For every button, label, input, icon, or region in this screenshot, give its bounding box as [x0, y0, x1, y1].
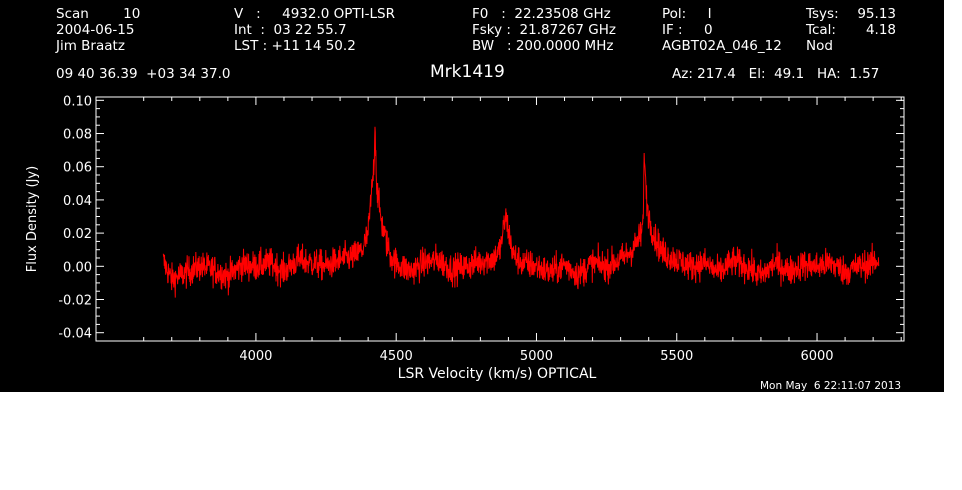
x-tick-label: 6000	[800, 349, 833, 364]
source-name: Mrk1419	[430, 62, 505, 82]
header-tsys-labels: Tsys: Tcal: Nod	[806, 6, 839, 54]
timestamp: Mon May 6 22:11:07 2013	[760, 380, 902, 392]
tcal-value: 4.18	[865, 22, 896, 38]
y-tick-label: -0.04	[58, 327, 92, 342]
plot-frame	[95, 96, 905, 342]
nod-label: Nod	[806, 38, 833, 54]
tsys-value: 95.13	[857, 6, 896, 22]
y-tick-label: 0.06	[63, 161, 92, 176]
header-scan-info: Scan 10 2004-06-15 Jim Braatz	[56, 6, 140, 54]
y-tick-label: 0.10	[63, 94, 92, 109]
tcal-label: Tcal:	[806, 22, 836, 38]
lst-value: LST : +11 14 50.2	[234, 38, 356, 54]
y-tick-label: 0.08	[63, 128, 92, 143]
x-tick-label: 4500	[380, 349, 413, 364]
polarization: Pol: I	[662, 6, 712, 22]
y-tick-label: -0.02	[58, 294, 92, 309]
y-tick-label: 0.02	[63, 227, 92, 242]
rest-frequency: F0 : 22.23508 GHz	[472, 6, 611, 22]
header-frequency-info: F0 : 22.23508 GHz Fsky : 21.87267 GHz BW :…	[472, 6, 616, 54]
tsys-label: Tsys:	[806, 6, 839, 22]
y-axis-ticks: -0.04 -0.02 0.00 0.02 0.04 0.06 0.08 0.10	[58, 94, 904, 342]
y-axis-label: Flux Density (Jy)	[25, 166, 40, 272]
header-pol-info: Pol: I IF : 0 AGBT02A_046_12	[662, 6, 782, 54]
bandwidth: BW : 200.0000 MHz	[472, 38, 614, 54]
sky-frequency: Fsky : 21.87267 GHz	[472, 22, 616, 38]
project-id: AGBT02A_046_12	[662, 38, 782, 54]
az-el-ha: Az: 217.4 El: 49.1 HA: 1.57	[672, 66, 880, 82]
y-tick-label: 0.04	[63, 194, 92, 209]
plot-panel: Scan 10 2004-06-15 Jim Braatz V : 4932.0 O…	[0, 0, 944, 392]
obs-date: 2004-06-15	[56, 22, 135, 38]
spectrum-trace	[162, 126, 880, 298]
header-tsys-values: 95.13 4.18	[850, 6, 896, 38]
scan-number: Scan 10	[56, 6, 141, 22]
velocity-value: V : 4932.0 OPTI-LSR	[234, 6, 395, 22]
x-tick-label: 5000	[520, 349, 553, 364]
y-tick-label: 0.00	[63, 260, 92, 275]
observer-name: Jim Braatz	[56, 38, 125, 54]
x-tick-label: 5500	[660, 349, 693, 364]
if-number: IF : 0	[662, 22, 713, 38]
x-tick-label: 4000	[239, 349, 272, 364]
x-axis-ticks: 4000 4500 5000 5500 6000	[143, 97, 902, 364]
x-axis-label: LSR Velocity (km/s) OPTICAL	[398, 366, 597, 382]
source-coordinates: 09 40 36.39 +03 34 37.0	[56, 66, 231, 82]
header-velocity-info: V : 4932.0 OPTI-LSR Int : 03 22 55.7 LST :…	[234, 6, 395, 54]
spectrum-chart: 4000 4500 5000 5500 6000 -0.04 -0.02 0.00 0.02 0…	[25, 94, 905, 382]
integration-time: Int : 03 22 55.7	[234, 22, 347, 38]
